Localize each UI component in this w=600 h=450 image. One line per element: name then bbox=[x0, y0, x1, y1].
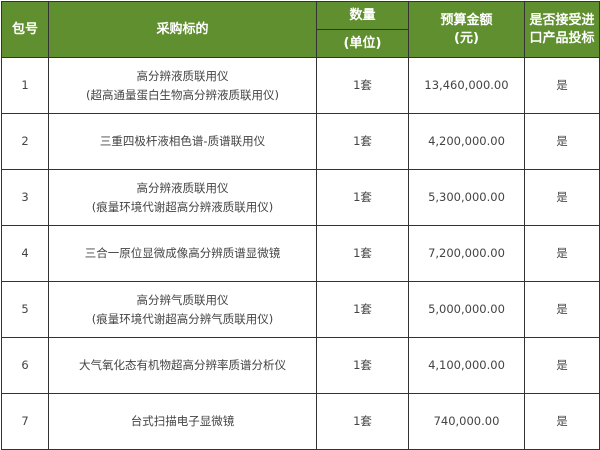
item-line1: 三合一原位显微成像高分辨质谱显微镜 bbox=[84, 246, 281, 260]
cell-import: 是 bbox=[524, 169, 600, 226]
cell-budget: 5,300,000.00 bbox=[408, 169, 525, 226]
cell-quantity: 1套 bbox=[316, 225, 409, 282]
cell-package-no: 1 bbox=[1, 57, 49, 114]
header-import-line2: 口产品投标 bbox=[529, 30, 595, 46]
cell-package-no: 5 bbox=[1, 281, 49, 338]
cell-quantity: 1套 bbox=[316, 393, 409, 450]
cell-import: 是 bbox=[524, 113, 600, 170]
item-line2: (痕量环境代谢超高分辨气质联用仪) bbox=[91, 311, 274, 326]
cell-item: 台式扫描电子显微镜 bbox=[48, 393, 317, 450]
item-line1: 高分辨液质联用仪 bbox=[136, 68, 229, 83]
cell-package-no: 6 bbox=[1, 337, 49, 394]
header-import: 是否接受进口产品投标 bbox=[524, 1, 600, 58]
item-line1: 高分辨液质联用仪 bbox=[136, 180, 229, 195]
header-quantity: 数量 bbox=[316, 1, 409, 30]
item-line1: 台式扫描电子显微镜 bbox=[130, 414, 235, 428]
table-row: 7 台式扫描电子显微镜 1套 740,000.00 是 bbox=[1, 393, 600, 450]
cell-import: 是 bbox=[524, 225, 600, 282]
cell-import: 是 bbox=[524, 57, 600, 114]
table-row: 5 高分辨气质联用仪 (痕量环境代谢超高分辨气质联用仪) 1套 5,000,000.00… bbox=[1, 281, 600, 338]
header-package-no: 包号 bbox=[1, 1, 49, 58]
cell-quantity: 1套 bbox=[316, 337, 409, 394]
cell-item: 高分辨液质联用仪 (痕量环境代谢超高分辨液质联用仪) bbox=[48, 169, 317, 226]
item-line1: 三重四极杆液相色谱-质谱联用仪 bbox=[99, 134, 266, 148]
item-line2: (痕量环境代谢超高分辨液质联用仪) bbox=[91, 199, 274, 214]
cell-import: 是 bbox=[524, 337, 600, 394]
cell-quantity: 1套 bbox=[316, 281, 409, 338]
header-budget: 预算金额 (元) bbox=[408, 1, 525, 58]
table-row: 6 大气氧化态有机物超高分辨率质谱分析仪 1套 4,100,000.00 是 bbox=[1, 337, 600, 394]
cell-budget: 4,200,000.00 bbox=[408, 113, 525, 170]
cell-budget: 13,460,000.00 bbox=[408, 57, 525, 114]
cell-item: 高分辨气质联用仪 (痕量环境代谢超高分辨气质联用仪) bbox=[48, 281, 317, 338]
table-row: 4 三合一原位显微成像高分辨质谱显微镜 1套 7,200,000.00 是 bbox=[1, 225, 600, 282]
cell-quantity: 1套 bbox=[316, 169, 409, 226]
header-import-line1: 是否接受进 bbox=[529, 12, 595, 28]
table-row: 1 高分辨液质联用仪 (超高通量蛋白生物高分辨液质联用仪) 1套 13,460,000.… bbox=[1, 57, 600, 114]
cell-package-no: 3 bbox=[1, 169, 49, 226]
cell-import: 是 bbox=[524, 393, 600, 450]
cell-package-no: 4 bbox=[1, 225, 49, 282]
item-line1: 高分辨气质联用仪 bbox=[136, 292, 229, 307]
table-row: 2 三重四极杆液相色谱-质谱联用仪 1套 4,200,000.00 是 bbox=[1, 113, 600, 170]
cell-item: 三重四极杆液相色谱-质谱联用仪 bbox=[48, 113, 317, 170]
header-unit: (单位) bbox=[316, 29, 409, 58]
cell-item: 高分辨液质联用仪 (超高通量蛋白生物高分辨液质联用仪) bbox=[48, 57, 317, 114]
table-row: 3 高分辨液质联用仪 (痕量环境代谢超高分辨液质联用仪) 1套 5,300,000.00… bbox=[1, 169, 600, 226]
cell-import: 是 bbox=[524, 281, 600, 338]
cell-package-no: 2 bbox=[1, 113, 49, 170]
cell-budget: 5,000,000.00 bbox=[408, 281, 525, 338]
cell-quantity: 1套 bbox=[316, 113, 409, 170]
item-line1: 大气氧化态有机物超高分辨率质谱分析仪 bbox=[79, 358, 286, 372]
header-budget-label: 预算金额 bbox=[440, 12, 493, 28]
cell-quantity: 1套 bbox=[316, 57, 409, 114]
cell-item: 三合一原位显微成像高分辨质谱显微镜 bbox=[48, 225, 317, 282]
cell-budget: 740,000.00 bbox=[408, 393, 525, 450]
cell-budget: 7,200,000.00 bbox=[408, 225, 525, 282]
header-budget-unit: (元) bbox=[454, 30, 479, 46]
cell-item: 大气氧化态有机物超高分辨率质谱分析仪 bbox=[48, 337, 317, 394]
cell-package-no: 7 bbox=[1, 393, 49, 450]
item-line2: (超高通量蛋白生物高分辨液质联用仪) bbox=[86, 87, 279, 102]
cell-budget: 4,100,000.00 bbox=[408, 337, 525, 394]
header-item: 采购标的 bbox=[48, 1, 317, 58]
